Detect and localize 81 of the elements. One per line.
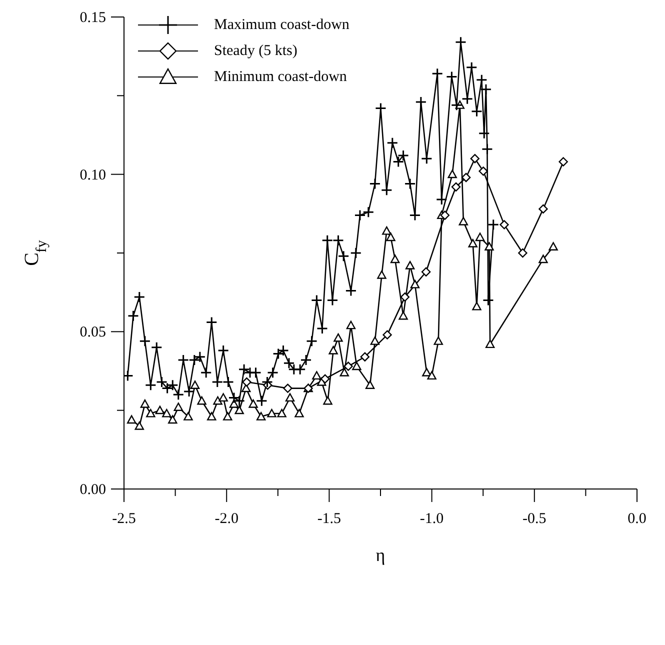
x-tick-label: -2.5 — [112, 511, 136, 527]
point — [134, 421, 144, 430]
point — [461, 172, 471, 182]
point — [448, 170, 457, 178]
point — [267, 408, 276, 418]
legend-label: Minimum coast-down — [214, 68, 347, 86]
x-tick-label: -1.0 — [420, 511, 444, 527]
point — [451, 182, 461, 192]
x-tick-label: 0.0 — [628, 511, 646, 527]
point — [352, 362, 362, 370]
point — [478, 166, 488, 176]
point — [468, 238, 478, 248]
point — [538, 254, 548, 264]
point — [197, 396, 206, 405]
point — [558, 157, 568, 166]
point — [283, 384, 292, 393]
point — [382, 226, 392, 235]
point — [398, 311, 408, 320]
x-axis-title: η — [376, 545, 386, 565]
y-tick-label: 0.05 — [80, 324, 106, 341]
point — [360, 352, 370, 362]
point — [146, 408, 156, 418]
point — [328, 346, 338, 354]
point — [485, 340, 495, 348]
point — [548, 242, 558, 251]
y-tick-label: 0.00 — [80, 482, 106, 498]
point — [377, 270, 386, 279]
point — [155, 406, 165, 414]
point — [323, 396, 332, 405]
point — [126, 415, 136, 424]
point — [229, 399, 239, 408]
point — [470, 154, 480, 164]
point — [484, 242, 494, 251]
point — [174, 402, 183, 411]
legend-label: Maximum coast-down — [214, 16, 350, 34]
point — [346, 320, 356, 330]
point — [234, 406, 244, 414]
point — [334, 333, 343, 342]
point — [168, 415, 178, 424]
point — [421, 267, 431, 276]
point — [518, 248, 528, 258]
point — [340, 368, 349, 376]
point — [140, 399, 150, 408]
point — [538, 204, 548, 214]
point — [207, 412, 216, 420]
point — [190, 380, 200, 389]
point — [434, 336, 443, 345]
point — [256, 412, 266, 420]
point — [344, 362, 353, 371]
point — [277, 408, 286, 418]
x-tick-label: -1.5 — [317, 511, 342, 527]
point — [242, 377, 252, 387]
point — [223, 412, 232, 420]
point — [294, 408, 304, 418]
point — [390, 254, 400, 264]
point — [405, 260, 415, 270]
point — [458, 216, 468, 226]
legend-label: Steady (5 kts) — [214, 42, 298, 60]
point — [382, 330, 392, 340]
point — [500, 220, 509, 230]
point — [218, 393, 228, 402]
point — [475, 232, 485, 242]
x-tick-label: -2.0 — [214, 511, 238, 527]
y-tick-label: 0.15 — [80, 10, 106, 26]
point — [285, 393, 295, 402]
point — [427, 371, 436, 380]
x-tick-label: -0.5 — [522, 511, 546, 527]
point — [312, 371, 322, 380]
point — [320, 374, 330, 384]
point — [472, 302, 482, 310]
y-tick-label: 0.10 — [80, 167, 106, 184]
point — [213, 396, 222, 405]
point — [162, 408, 172, 418]
point — [386, 232, 396, 242]
point — [370, 336, 380, 345]
point — [400, 292, 410, 302]
point — [248, 399, 258, 408]
point — [184, 412, 193, 420]
point — [410, 280, 420, 288]
point — [365, 380, 375, 389]
point — [440, 210, 450, 220]
